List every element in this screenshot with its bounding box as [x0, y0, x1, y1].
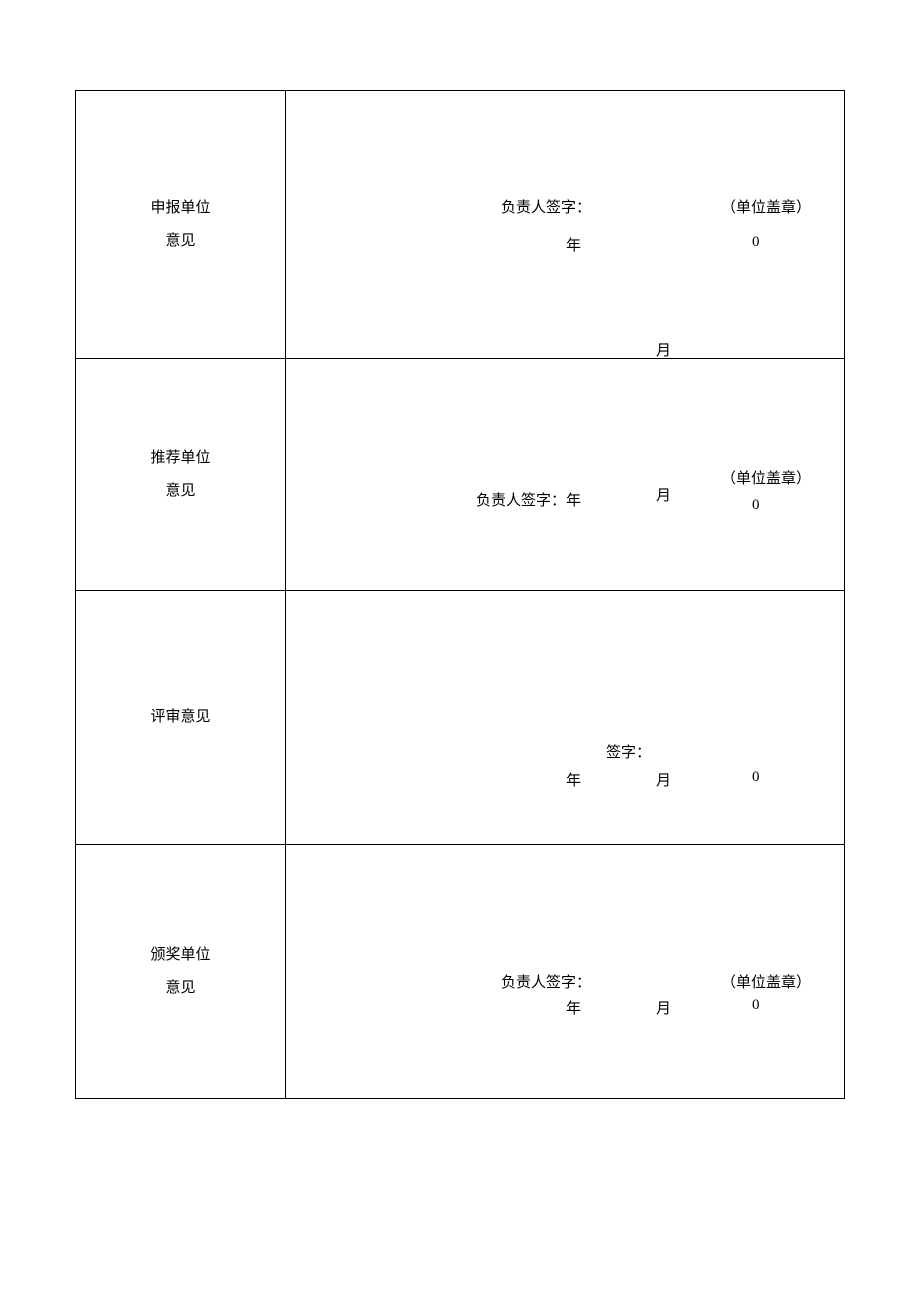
year-label: 年 [566, 997, 581, 1018]
month-label: 月 [656, 484, 671, 505]
approval-form-table: 申报单位 意见 负责人签字： （单位盖章） 年 0 月 推荐单位 意见 （单位盖… [75, 90, 845, 1099]
label-line-2: 意见 [76, 225, 285, 258]
row-content-cell: （单位盖章） 负责人签字：年 月 0 [286, 359, 845, 591]
zero-label: 0 [752, 234, 760, 251]
label-line-1: 颁奖单位 [76, 939, 285, 972]
signature-label: 负责人签字： [501, 971, 591, 992]
signature-year-label: 负责人签字：年 [476, 489, 581, 510]
row-content-cell: 签字： 年 月 0 [286, 591, 845, 845]
zero-label: 0 [752, 997, 760, 1014]
seal-label: （单位盖章） [721, 467, 811, 488]
zero-label: 0 [752, 769, 760, 786]
seal-label: （单位盖章） [721, 971, 811, 992]
table-row: 颁奖单位 意见 负责人签字： （单位盖章） 年 月 0 [76, 845, 845, 1099]
label-line-1: 评审意见 [76, 701, 285, 734]
row-content-cell: 负责人签字： （单位盖章） 年 0 月 [286, 91, 845, 359]
table-row: 推荐单位 意见 （单位盖章） 负责人签字：年 月 0 [76, 359, 845, 591]
signature-label: 负责人签字： [501, 196, 591, 217]
table-row: 申报单位 意见 负责人签字： （单位盖章） 年 0 月 [76, 91, 845, 359]
label-line-1: 申报单位 [76, 192, 285, 225]
row-label-cell: 推荐单位 意见 [76, 359, 286, 591]
year-label: 年 [566, 769, 581, 790]
row-content-cell: 负责人签字： （单位盖章） 年 月 0 [286, 845, 845, 1099]
month-label: 月 [656, 339, 671, 360]
row-label-cell: 申报单位 意见 [76, 91, 286, 359]
label-line-2: 意见 [76, 475, 285, 508]
row-label-cell: 评审意见 [76, 591, 286, 845]
zero-label: 0 [752, 497, 760, 514]
table-row: 评审意见 签字： 年 月 0 [76, 591, 845, 845]
month-label: 月 [656, 997, 671, 1018]
seal-label: （单位盖章） [721, 196, 811, 217]
row-label-cell: 颁奖单位 意见 [76, 845, 286, 1099]
signature-label: 签字： [606, 741, 651, 762]
label-line-2: 意见 [76, 972, 285, 1005]
label-line-1: 推荐单位 [76, 442, 285, 475]
month-label: 月 [656, 769, 671, 790]
year-label: 年 [566, 234, 581, 255]
